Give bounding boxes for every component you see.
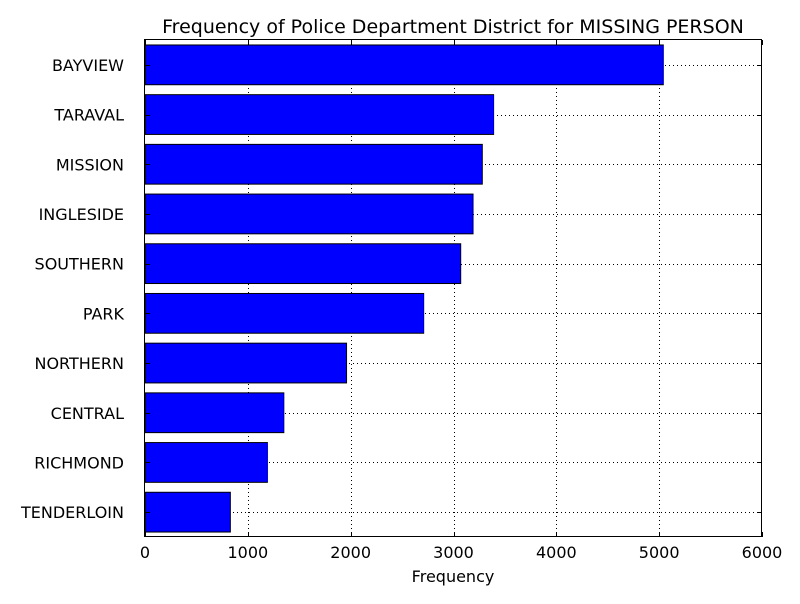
x-tick-labels: 0 1000 2000 3000 4000 5000 6000: [140, 543, 782, 562]
bar-ingleside: [144, 193, 474, 235]
y-tick-label: BAYVIEW: [52, 56, 124, 75]
bar-southern: [144, 243, 462, 285]
bar-taraval: [144, 94, 495, 135]
x-tick-label: 2000: [330, 543, 371, 562]
plot-frame: [144, 39, 762, 537]
x-axis-label: Frequency: [412, 567, 495, 586]
bar-mission: [144, 143, 483, 185]
y-tick-label: CENTRAL: [51, 404, 124, 423]
x-tick-label: 3000: [433, 543, 474, 562]
x-tick-label: 1000: [227, 543, 268, 562]
bar-central: [144, 392, 285, 434]
chart-title: Frequency of Police Department District …: [162, 16, 744, 38]
y-tick-label: NORTHERN: [34, 354, 124, 373]
y-tick-label: TENDERLOIN: [20, 503, 124, 522]
x-tick-label: 4000: [536, 543, 577, 562]
y-tick-labels: BAYVIEW TARAVAL MISSION INGLESIDE SOUTHERN PA…: [20, 56, 125, 522]
y-tick-label: SOUTHERN: [35, 255, 124, 274]
bar-northern: [144, 342, 348, 384]
y-tick-label: RICHMOND: [34, 453, 124, 472]
x-tick-label: 6000: [742, 543, 783, 562]
bar-tenderloin: [144, 491, 231, 533]
bar-park: [144, 292, 425, 334]
ticks: [145, 40, 763, 537]
y-tick-label: PARK: [83, 304, 125, 323]
x-tick-label: 0: [140, 543, 150, 562]
y-tick-label: INGLESIDE: [39, 205, 124, 224]
x-tick-label: 5000: [639, 543, 680, 562]
y-tick-label: TARAVAL: [53, 106, 124, 125]
bars: [144, 44, 664, 533]
bar-bayview: [144, 44, 664, 86]
y-tick-label: MISSION: [56, 155, 124, 174]
bar-richmond: [144, 442, 268, 483]
